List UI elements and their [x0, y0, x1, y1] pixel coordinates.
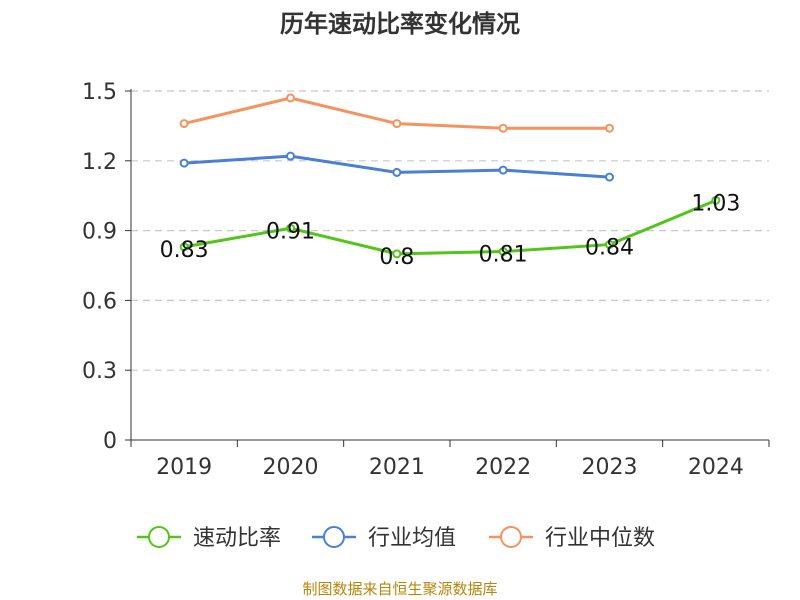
x-tick-label: 2019	[156, 455, 212, 480]
y-tick-label: 0	[103, 429, 117, 454]
y-tick-label: 0.6	[82, 289, 117, 314]
legend-item: 速动比率	[137, 526, 281, 551]
y-tick-label: 1.2	[82, 150, 117, 175]
data-point	[605, 240, 614, 250]
series-3	[179, 93, 614, 133]
data-label: 0.84	[585, 236, 634, 261]
data-point	[179, 119, 189, 129]
grid	[131, 90, 769, 371]
data-labels: 0.83 0.91 0.8 0.81 0.84 1.03	[160, 191, 741, 270]
data-label: 0.91	[266, 219, 315, 244]
data-point	[605, 172, 614, 182]
data-label: 0.8	[379, 245, 414, 270]
legend-item: 行业中位数	[489, 526, 655, 551]
axes: 0 0.3 0.6 0.9 1.2 1.5 2019 2020 2021 2022 2023 2024	[82, 80, 770, 480]
legend-label: 速动比率	[193, 526, 281, 551]
y-tick-label: 0.9	[82, 220, 117, 245]
chart-title: 历年速动比率变化情况	[280, 10, 520, 38]
series-1	[179, 195, 721, 259]
legend-marker	[500, 526, 522, 548]
legend: 速动比率 行业均值 行业中位数	[137, 526, 655, 551]
data-label: 0.81	[479, 243, 528, 268]
legend-item: 行业均值	[312, 526, 456, 551]
legend-label: 行业均值	[368, 526, 456, 551]
legend-marker	[323, 526, 345, 548]
data-point	[392, 249, 402, 259]
series	[179, 93, 721, 259]
x-tick-label: 2024	[688, 455, 744, 480]
data-point	[711, 195, 721, 205]
data-point	[286, 93, 295, 103]
data-point	[179, 158, 189, 168]
y-tick-label: 0.3	[82, 359, 117, 384]
data-point	[498, 123, 508, 133]
data-point	[605, 123, 614, 133]
data-point	[498, 247, 508, 257]
source-note: 制图数据来自恒生聚源数据库	[302, 580, 497, 598]
x-tick-label: 2022	[475, 455, 531, 480]
x-tick-label: 2023	[582, 455, 638, 480]
data-point	[179, 242, 189, 252]
data-label: 1.03	[691, 191, 740, 216]
series-line	[183, 198, 717, 256]
data-point	[286, 151, 295, 161]
data-point	[286, 223, 295, 233]
data-point	[392, 119, 402, 129]
series-2	[179, 151, 614, 182]
legend-marker	[148, 526, 170, 548]
x-tick-label: 2021	[369, 455, 425, 480]
legend-label: 行业中位数	[545, 526, 655, 551]
y-tick-label: 1.5	[82, 80, 117, 105]
data-point	[392, 167, 402, 177]
data-label: 0.83	[160, 238, 209, 263]
x-tick-label: 2020	[263, 455, 319, 480]
data-point	[498, 165, 508, 175]
